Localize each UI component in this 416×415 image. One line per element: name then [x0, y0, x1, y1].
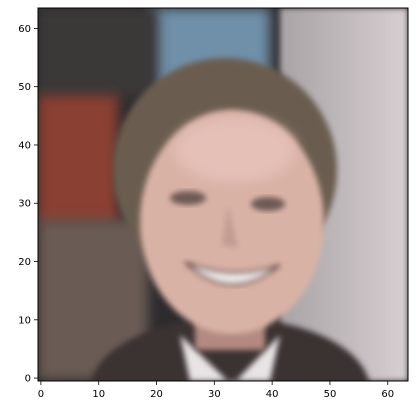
pixel-image: [38, 8, 408, 381]
y-tick-label: 40: [18, 140, 31, 151]
x-tick-label: 0: [38, 389, 44, 400]
nose: [222, 205, 238, 248]
y-tick-label: 10: [18, 315, 31, 326]
y-tick-label: 30: [18, 199, 31, 210]
y-tick-label: 0: [25, 374, 31, 385]
left-eye: [170, 191, 206, 205]
right-eye: [251, 197, 285, 211]
axes-frame: [37, 7, 409, 382]
y-tick-label: 60: [18, 24, 31, 35]
y-tick-label: 20: [18, 257, 31, 268]
x-tick-label: 20: [150, 389, 163, 400]
forehead-highlight: [175, 118, 295, 182]
y-axis-ticks: 0 10 20 30 40 50 60: [18, 24, 38, 385]
x-tick-label: 60: [381, 389, 394, 400]
y-tick-label: 50: [18, 82, 31, 93]
left-red-region: [38, 95, 118, 225]
top-left-dark-region: [38, 8, 158, 98]
x-tick-label: 40: [266, 389, 279, 400]
collar-region: [180, 335, 280, 381]
x-tick-label: 30: [208, 389, 221, 400]
mouth: [183, 260, 281, 286]
x-tick-label: 10: [92, 389, 105, 400]
x-tick-label: 50: [324, 389, 337, 400]
x-axis-ticks: 0 10 20 30 40 50 60: [38, 381, 394, 400]
